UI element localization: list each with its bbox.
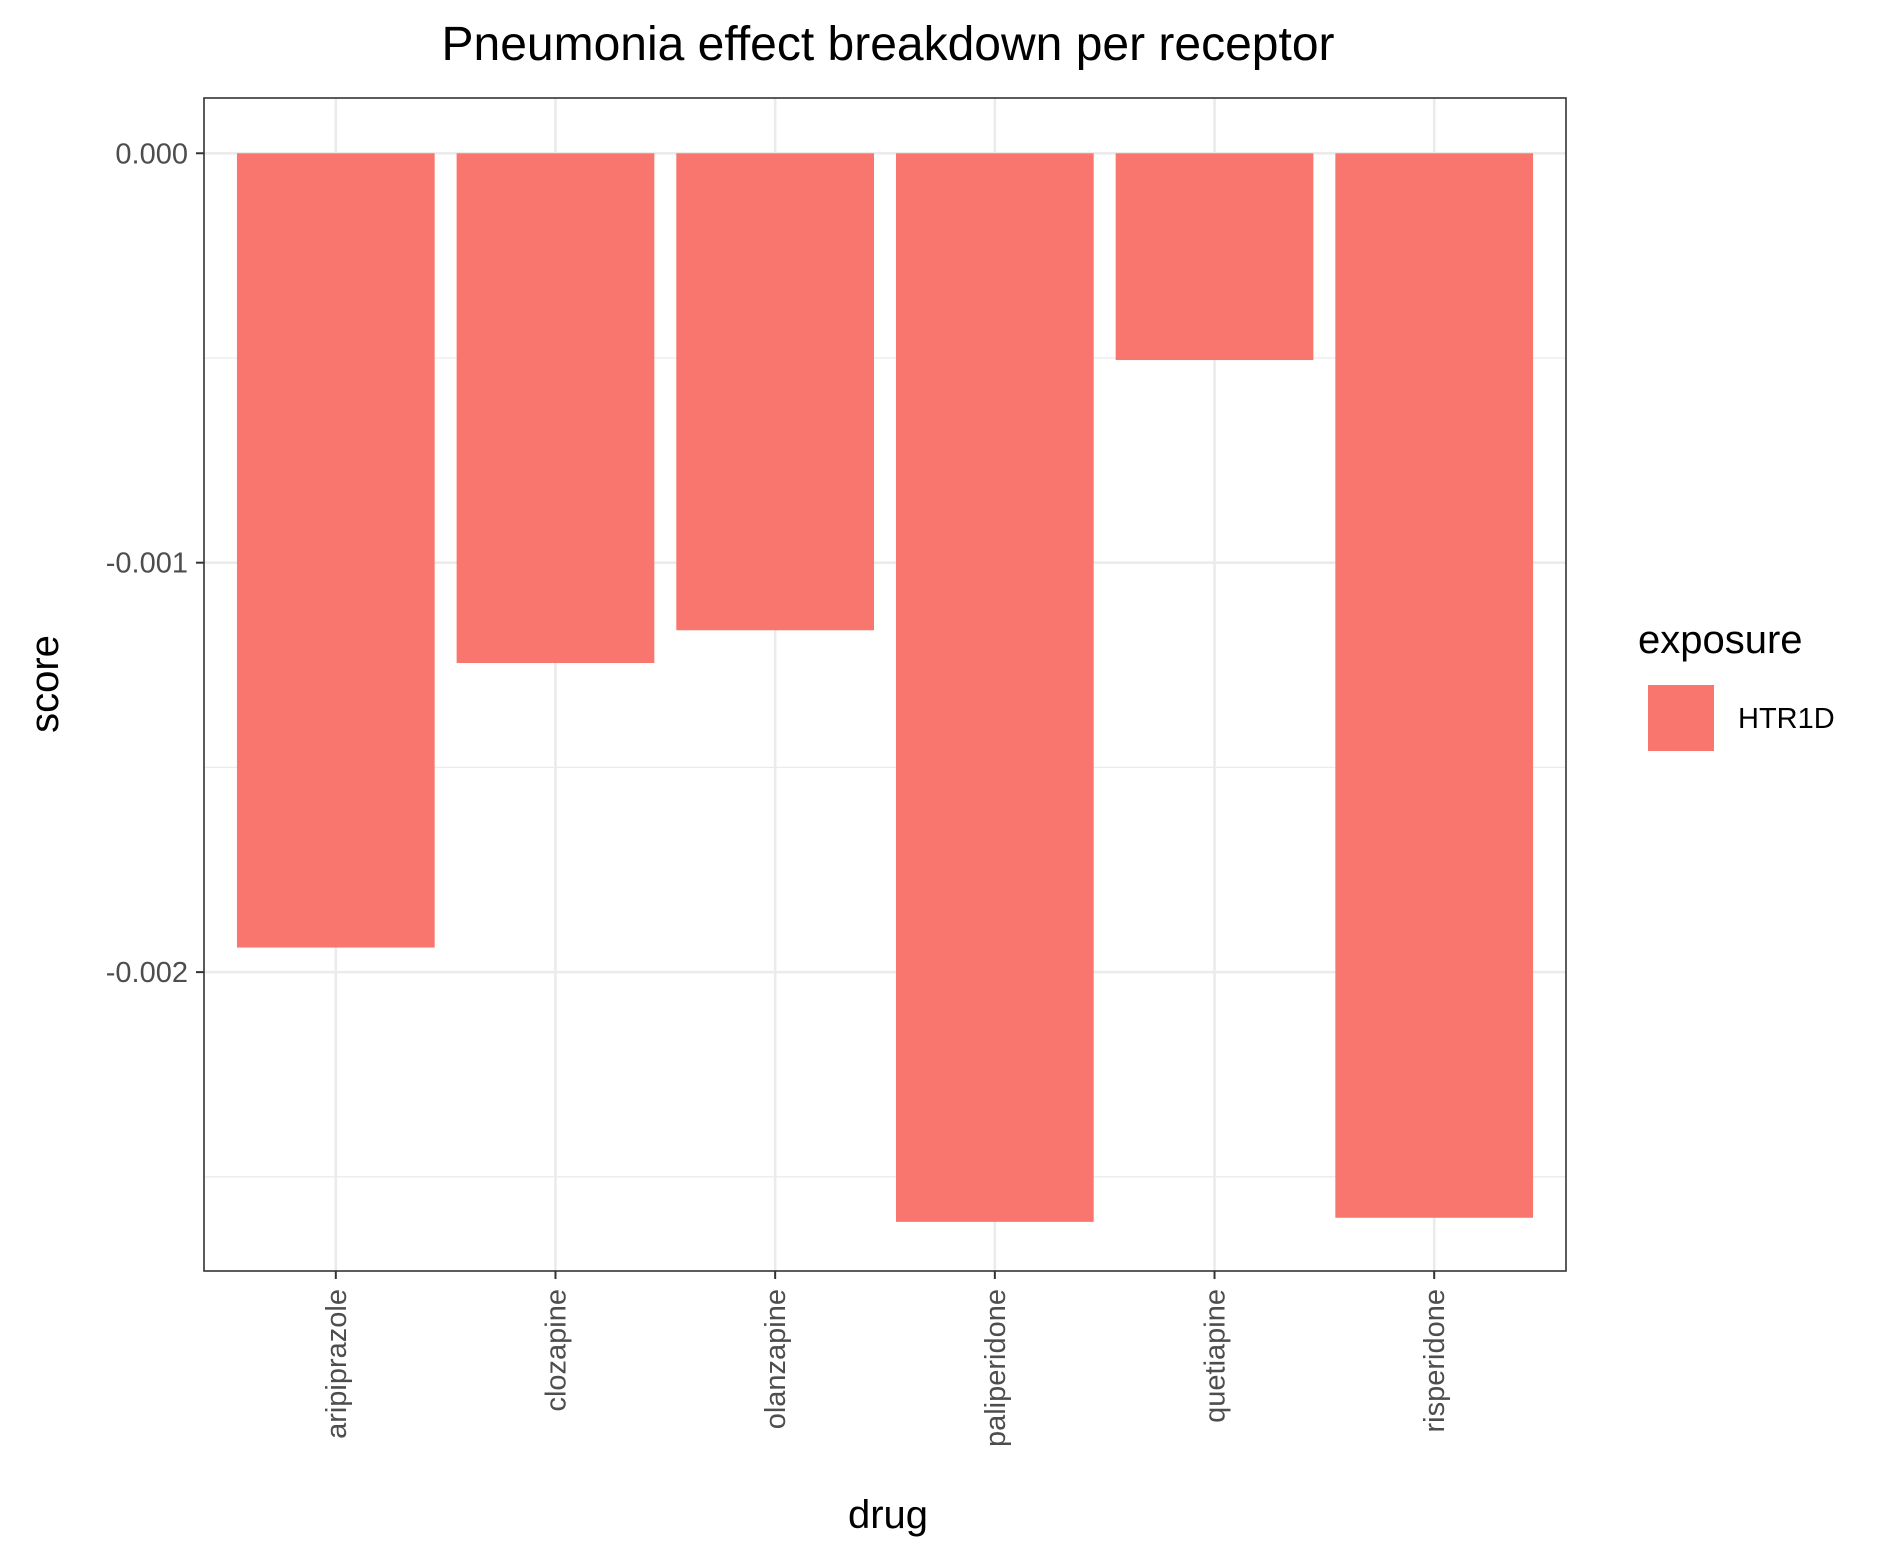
x-tick-label: risperidone	[1419, 1289, 1451, 1432]
x-tick-label: olanzapine	[760, 1289, 792, 1429]
legend: exposure HTR1D	[1638, 618, 1835, 751]
bar-olanzapine	[676, 153, 875, 631]
x-tick-label: paliperidone	[980, 1289, 1012, 1447]
y-tick-label: -0.001	[106, 548, 188, 580]
chart-title: Pneumonia effect breakdown per receptor	[442, 18, 1335, 71]
x-tick-label: aripiprazole	[321, 1289, 353, 1439]
bar-paliperidone	[895, 153, 1094, 1222]
bar-quetiapine	[1115, 153, 1314, 361]
x-axis-title: drug	[848, 1493, 928, 1537]
x-tick-label: clozapine	[540, 1289, 572, 1412]
legend-key	[1648, 685, 1714, 751]
panel-border	[203, 97, 1567, 1272]
y-tick-label: 0.000	[115, 138, 188, 170]
y-axis-title: score	[23, 635, 67, 733]
bars	[236, 153, 1534, 1222]
bar-risperidone	[1335, 153, 1534, 1218]
bar-clozapine	[456, 153, 655, 664]
y-tick-label: -0.002	[106, 957, 188, 989]
legend-title: exposure	[1638, 618, 1803, 662]
x-tick-label: quetiapine	[1200, 1289, 1232, 1423]
x-axis: aripiprazole clozapine olanzapine paliperid…	[321, 1271, 1451, 1447]
legend-label: HTR1D	[1738, 703, 1835, 735]
y-axis: 0.000 -0.001 -0.002	[106, 138, 204, 989]
bar-aripiprazole	[236, 153, 435, 948]
